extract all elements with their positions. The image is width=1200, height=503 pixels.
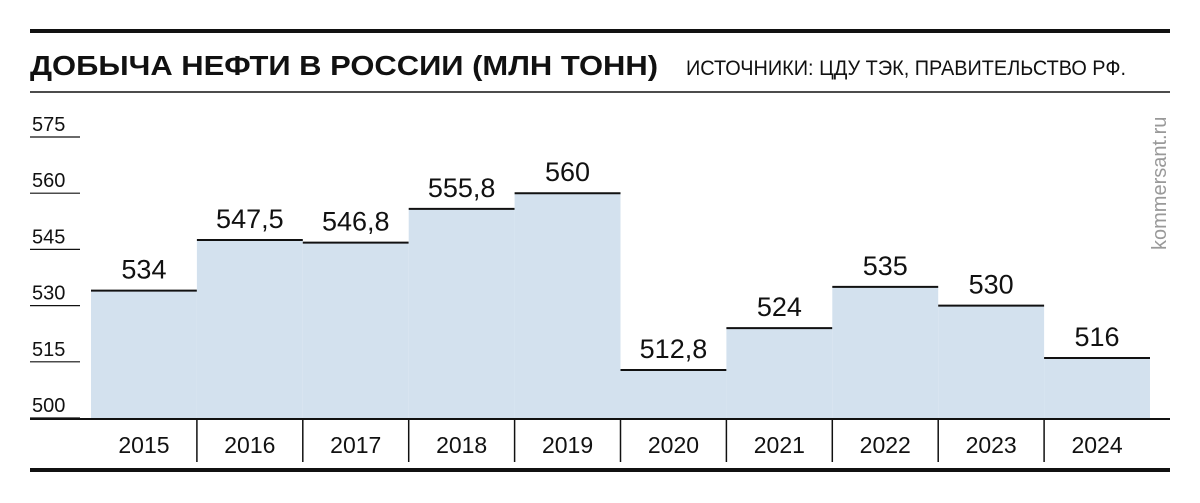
bar bbox=[91, 290, 197, 418]
value-label: 530 bbox=[969, 270, 1014, 300]
y-tick-label: 560 bbox=[32, 170, 65, 192]
x-tick-label: 2018 bbox=[436, 432, 487, 458]
watermark: kommersant.ru bbox=[1149, 117, 1171, 250]
bar bbox=[938, 305, 1045, 418]
value-label: 547,5 bbox=[216, 204, 284, 234]
bar bbox=[620, 370, 727, 418]
x-tick-label: 2015 bbox=[118, 432, 169, 458]
value-label: 560 bbox=[545, 157, 590, 187]
bar bbox=[832, 286, 939, 418]
y-tick-label: 515 bbox=[32, 339, 65, 361]
y-tick-label: 500 bbox=[32, 395, 65, 417]
x-tick-label: 2020 bbox=[648, 432, 699, 458]
value-label: 516 bbox=[1075, 322, 1120, 352]
value-label: 546,8 bbox=[322, 207, 390, 237]
x-tick-label: 2016 bbox=[224, 432, 275, 458]
bottom-rule bbox=[30, 468, 1170, 472]
bar bbox=[408, 208, 515, 418]
value-label: 555,8 bbox=[428, 173, 496, 203]
x-tick-label: 2019 bbox=[542, 432, 593, 458]
bar bbox=[514, 193, 621, 418]
y-tick-label: 530 bbox=[32, 283, 65, 305]
value-label: 535 bbox=[863, 251, 908, 281]
bar bbox=[196, 240, 303, 418]
bar bbox=[1044, 358, 1150, 418]
y-tick-label: 575 bbox=[32, 114, 65, 136]
bar bbox=[302, 242, 409, 418]
x-tick-label: 2024 bbox=[1071, 432, 1122, 458]
x-tick-label: 2022 bbox=[860, 432, 911, 458]
chart-title: ДОБЫЧА НЕФТИ В РОССИИ (МЛН ТОНН) bbox=[30, 50, 658, 81]
x-tick-label: 2023 bbox=[966, 432, 1017, 458]
value-label: 512,8 bbox=[640, 334, 708, 364]
bar bbox=[726, 328, 833, 418]
value-label: 524 bbox=[757, 292, 802, 322]
x-tick-label: 2021 bbox=[754, 432, 805, 458]
chart-source: ИСТОЧНИКИ: ЦДУ ТЭК, ПРАВИТЕЛЬСТВО РФ. bbox=[686, 57, 1126, 80]
top-rule bbox=[30, 29, 1170, 33]
value-label: 534 bbox=[121, 255, 166, 285]
x-tick-label: 2017 bbox=[330, 432, 381, 458]
y-tick-label: 545 bbox=[32, 226, 65, 248]
